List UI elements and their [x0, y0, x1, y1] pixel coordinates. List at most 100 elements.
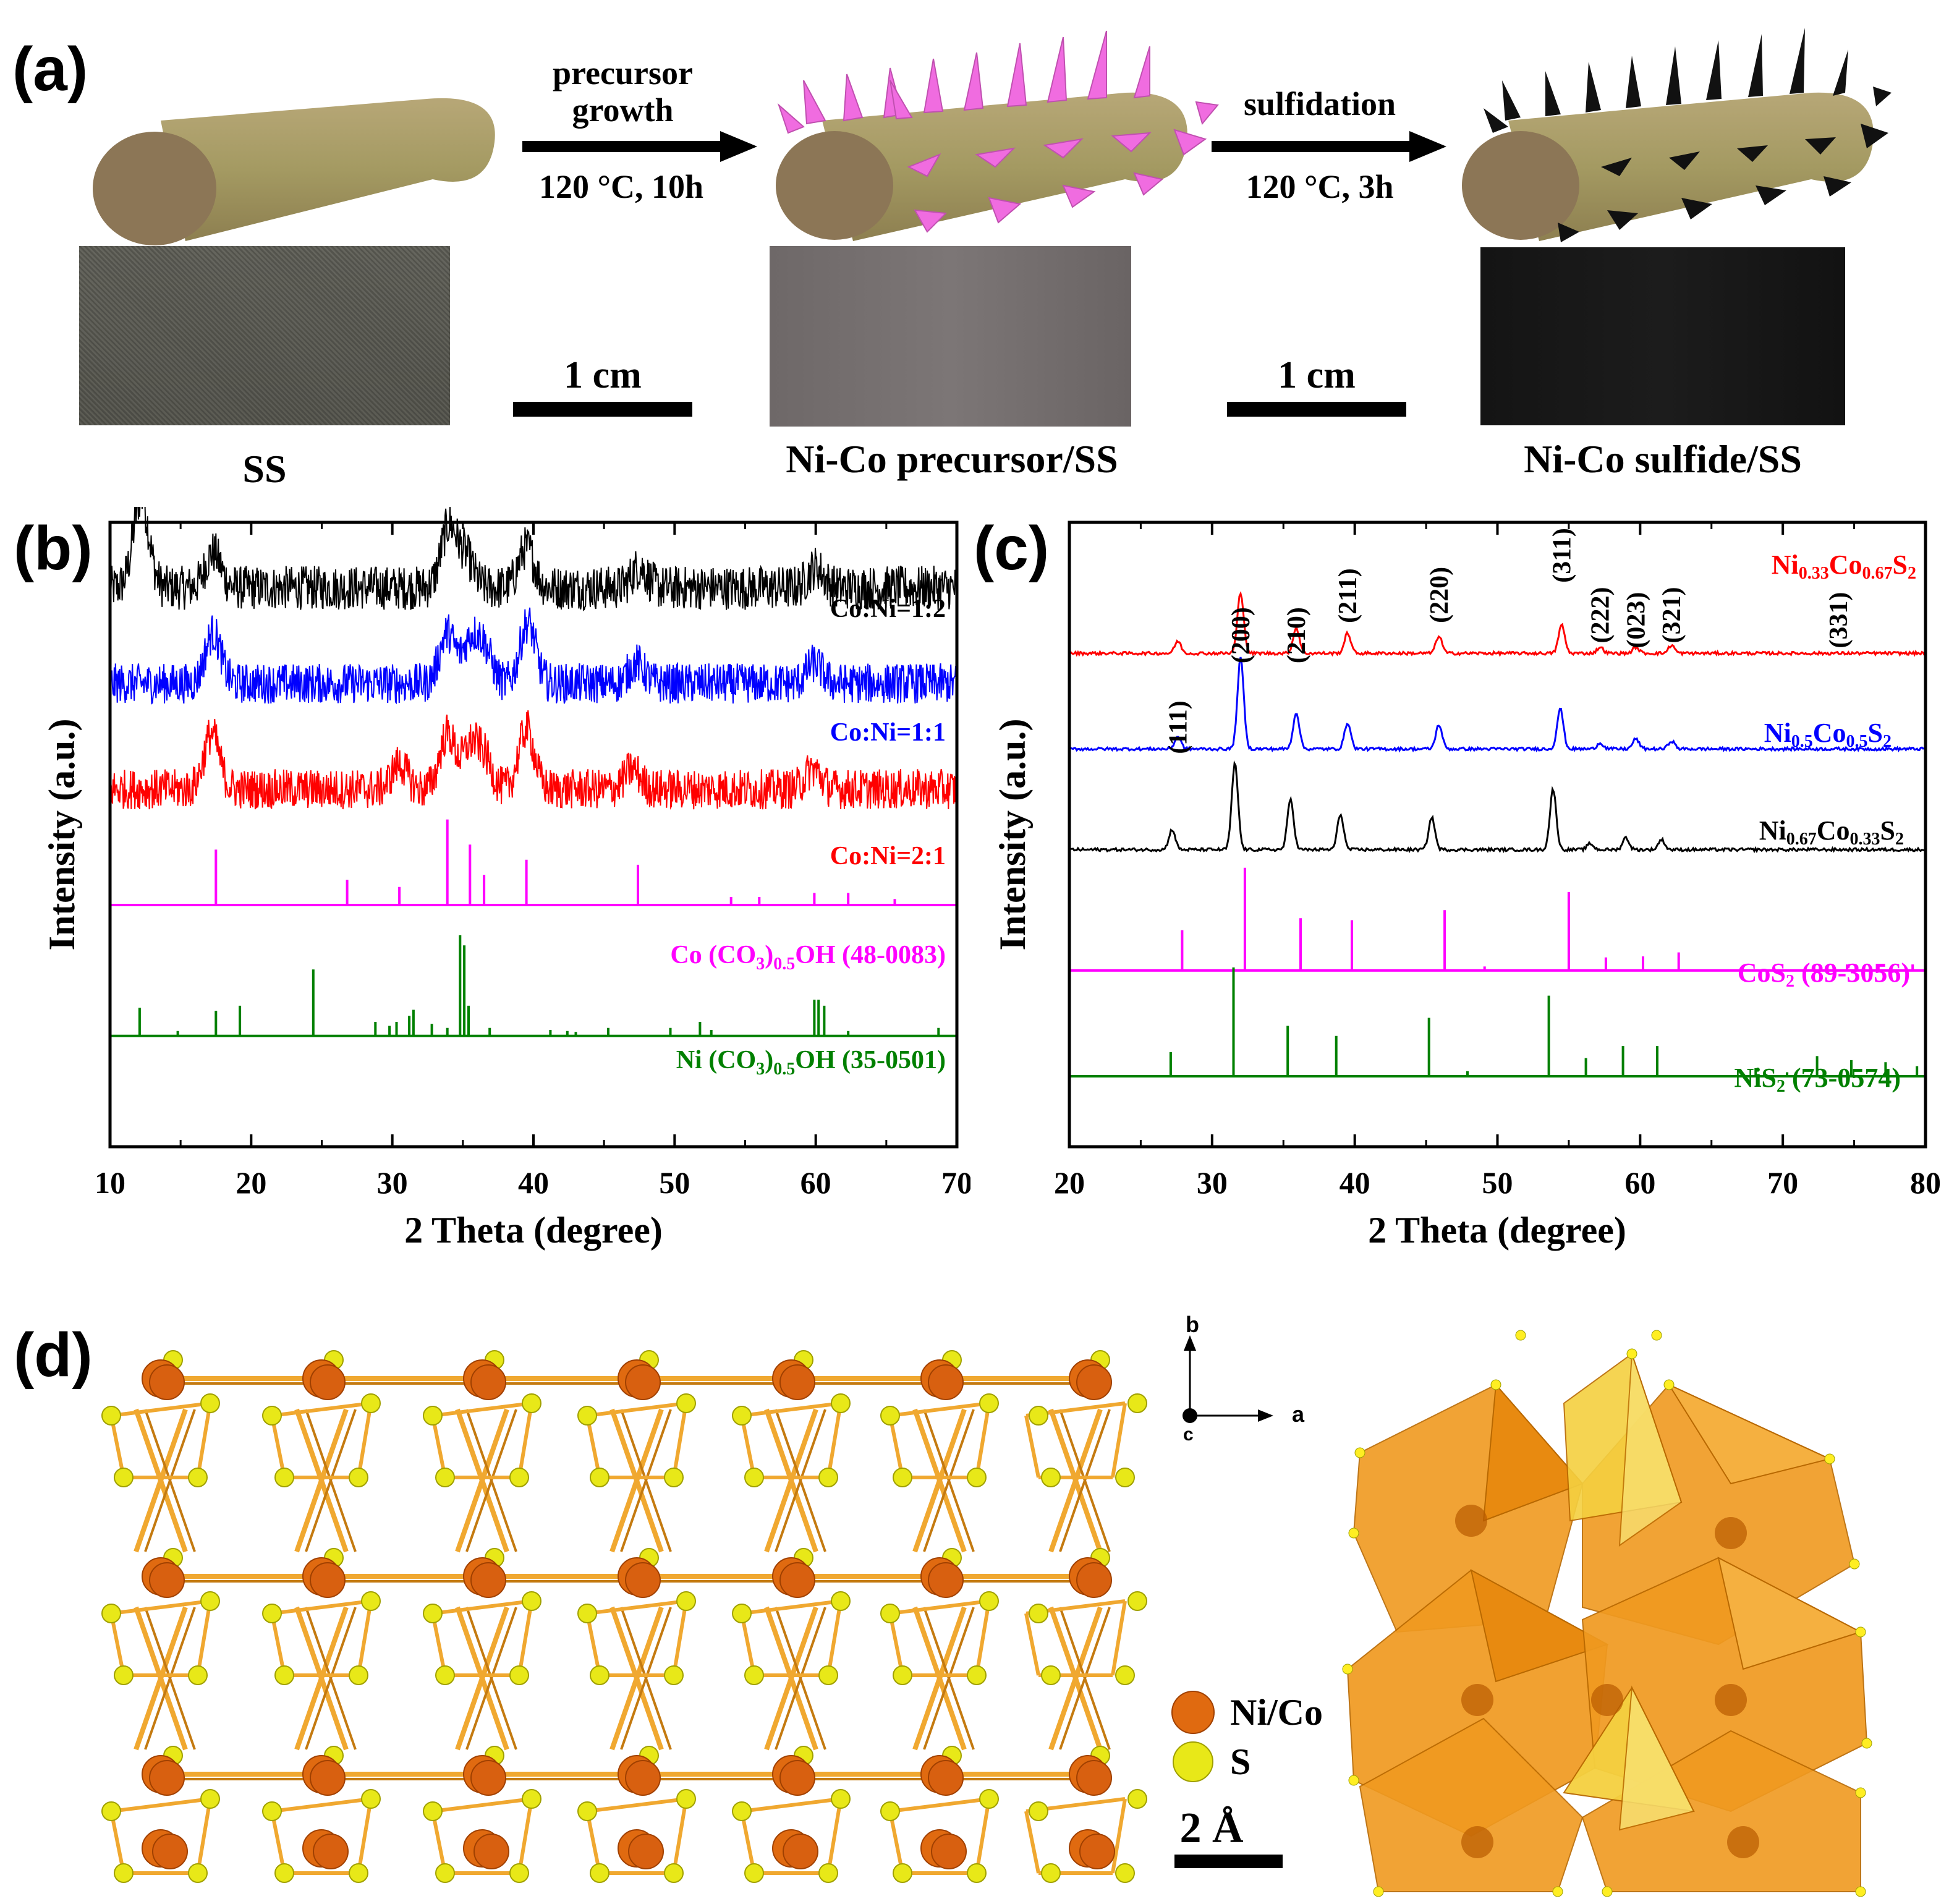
- bond: [1059, 1409, 1111, 1552]
- nico-atom: [779, 1364, 815, 1400]
- xtick-label-chart-b-2: 30: [377, 1165, 408, 1200]
- s-atom: [664, 1863, 684, 1883]
- s-atom: [967, 1665, 987, 1685]
- xtick-label-chart-b-6: 70: [941, 1165, 970, 1200]
- nico-atom: [310, 1364, 346, 1400]
- bond: [196, 1403, 212, 1478]
- bond: [826, 1403, 843, 1478]
- legend-s-marker: [1173, 1741, 1213, 1782]
- photo-precursor: [770, 246, 1131, 427]
- precursor-spikes: [777, 30, 1219, 233]
- bond: [587, 1401, 687, 1417]
- s-atom: [188, 1468, 208, 1487]
- s-atom: [676, 1591, 696, 1611]
- bond: [465, 1409, 517, 1552]
- s-atom: [664, 1468, 684, 1487]
- s-atom: [893, 1468, 912, 1487]
- legend-s-label: S: [1230, 1741, 1251, 1782]
- bond: [585, 1613, 601, 1676]
- axis-c-label: c: [1183, 1424, 1194, 1445]
- s-atom: [590, 1468, 609, 1487]
- bond: [431, 1613, 447, 1676]
- bond: [672, 1798, 688, 1874]
- s-atom: [262, 1604, 282, 1623]
- nico-atom: [1076, 1562, 1112, 1598]
- xtick-label-chart-c-2: 40: [1340, 1165, 1370, 1200]
- series-chart-c-2: [1068, 760, 1926, 854]
- bond: [305, 1409, 357, 1552]
- hkl-label-1: (200): [1227, 607, 1255, 663]
- s-atom: [676, 1789, 696, 1809]
- nico-atom: [152, 1834, 188, 1869]
- panel-d-label: (d): [14, 1320, 93, 1390]
- legend-b-1-2: Co:Ni=1:2: [830, 595, 946, 623]
- legend-b-ni-ref: Ni (CO3)0.5OH (35-0501): [676, 1046, 946, 1079]
- nico-atom: [310, 1760, 346, 1796]
- s-atom: [577, 1604, 597, 1623]
- s-atom: [361, 1393, 381, 1413]
- bond: [109, 1613, 125, 1676]
- bond: [455, 1606, 509, 1751]
- bond: [144, 1409, 196, 1552]
- nico-atom: [473, 1834, 509, 1869]
- bond: [764, 1408, 818, 1553]
- legend-c-nis2: NiS2 (73-0574): [1735, 1063, 1901, 1096]
- s-atom: [1029, 1801, 1048, 1821]
- ss-rod: [93, 98, 495, 245]
- hkl-label-0: (111): [1164, 700, 1192, 754]
- axis-b-label: b: [1186, 1312, 1199, 1337]
- s-atom: [893, 1665, 912, 1685]
- nico-atom: [928, 1562, 964, 1598]
- s-atom: [744, 1863, 764, 1883]
- hkl-label-5: (311): [1548, 528, 1576, 583]
- bond: [609, 1606, 664, 1751]
- series-chart-c-1: [1069, 657, 1926, 753]
- xtick-label-chart-b-1: 20: [236, 1165, 266, 1200]
- panel-a-schematic: [93, 28, 1892, 245]
- s-atom: [114, 1863, 134, 1883]
- bond: [294, 1606, 349, 1751]
- bond: [826, 1600, 843, 1676]
- s-atom: [732, 1604, 752, 1623]
- s-atom: [664, 1665, 684, 1685]
- axis-a-label: a: [1292, 1401, 1305, 1427]
- s-atom: [967, 1863, 987, 1883]
- bond: [890, 1401, 990, 1417]
- s-atom: [1115, 1665, 1135, 1685]
- xtick-label-chart-b-3: 40: [518, 1165, 549, 1200]
- s-atom: [101, 1801, 121, 1821]
- bond: [1059, 1607, 1111, 1750]
- xtick-label-chart-c-5: 70: [1767, 1165, 1798, 1200]
- bond: [609, 1408, 664, 1553]
- series-chart-b-0: [109, 507, 958, 611]
- s-atom: [967, 1468, 987, 1487]
- bond: [357, 1403, 373, 1478]
- scalebar1: [513, 402, 692, 417]
- bond: [764, 1606, 818, 1751]
- scalebar2-label: 1 cm: [1278, 354, 1356, 396]
- bond: [741, 1797, 841, 1813]
- xtick-label-chart-c-6: 80: [1910, 1165, 1941, 1200]
- bond: [587, 1797, 687, 1813]
- series-chart-b-4: [110, 935, 957, 1037]
- legend-b-co-ref: Co (CO3)0.5OH (48-0083): [670, 941, 946, 974]
- s-atom: [1041, 1863, 1061, 1883]
- crystal-lattice: [101, 1350, 1147, 1883]
- step2-condition: 120 °C, 3h: [1246, 168, 1394, 205]
- nico-atom: [779, 1562, 815, 1598]
- s-atom: [188, 1665, 208, 1685]
- nico-atom: [628, 1834, 664, 1869]
- s-atom: [274, 1863, 294, 1883]
- s-atom: [1029, 1604, 1048, 1623]
- hkl-label-2: (210): [1283, 607, 1311, 663]
- legend-b-2-1: Co:Ni=2:1: [830, 842, 946, 870]
- series-chart-b-3: [110, 819, 957, 907]
- hkl-label-8: (321): [1658, 587, 1686, 643]
- legend-c-067: Ni0.67Co0.33S2: [1759, 815, 1904, 849]
- sulfide-rod: [1462, 28, 1892, 242]
- bond: [1111, 1798, 1127, 1874]
- chart-b-ylabel: Intensity (a.u.): [41, 718, 82, 950]
- step2-label: sulfidation: [1243, 85, 1396, 122]
- sulfide-spikes: [1484, 28, 1892, 242]
- s-atom: [274, 1468, 294, 1487]
